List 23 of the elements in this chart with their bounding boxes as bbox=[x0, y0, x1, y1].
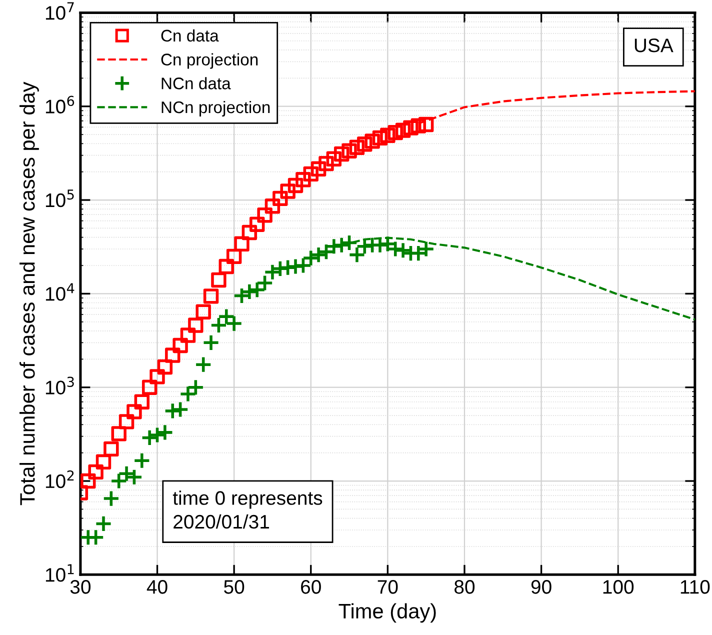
y-tick-label: 10$^{3}$ bbox=[46, 376, 74, 394]
y-tick-label: 10$^{7}$ bbox=[46, 2, 74, 20]
x-tick-label: 90 bbox=[531, 580, 552, 594]
legend-label: Cn data bbox=[161, 29, 219, 42]
x-tick-label: 110 bbox=[680, 580, 710, 594]
legend-label: NCn projection bbox=[162, 100, 270, 117]
annotation: time 0 represents 2020/01/31 bbox=[172, 490, 322, 529]
x-tick-label: 40 bbox=[146, 580, 168, 594]
x-tick-label: 100 bbox=[603, 580, 634, 594]
x-axis-title: Time (day) bbox=[338, 603, 436, 623]
y-axis-title: Total number of cases and new cases per day bbox=[20, 82, 39, 506]
y-tick-label: 10$^{6}$ bbox=[46, 96, 74, 114]
legend-label: NCn data bbox=[162, 77, 231, 90]
y-tick-label: 10$^{4}$ bbox=[46, 283, 74, 301]
x-tick-label: 50 bbox=[224, 580, 244, 594]
x-tick-label: 70 bbox=[378, 580, 398, 594]
x-tick-label: 80 bbox=[454, 580, 475, 594]
legend-label: Cn projection bbox=[161, 53, 258, 69]
x-tick-label: 60 bbox=[301, 580, 321, 594]
annotation: USA bbox=[634, 38, 674, 52]
y-tick-label: 10$^{2}$ bbox=[46, 470, 74, 488]
y-tick-label: 10$^{5}$ bbox=[46, 190, 74, 208]
x-tick-label: 30 bbox=[70, 580, 91, 594]
